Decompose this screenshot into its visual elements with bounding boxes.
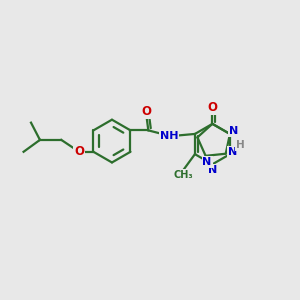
Text: O: O: [74, 145, 84, 158]
Text: CH₃: CH₃: [173, 170, 193, 180]
Text: N: N: [228, 147, 237, 157]
Text: N: N: [208, 165, 217, 175]
Text: H: H: [236, 140, 244, 150]
Text: O: O: [141, 106, 151, 118]
Text: NH: NH: [160, 131, 178, 141]
Text: N: N: [202, 157, 212, 167]
Text: N: N: [229, 126, 238, 136]
Text: O: O: [207, 101, 218, 114]
